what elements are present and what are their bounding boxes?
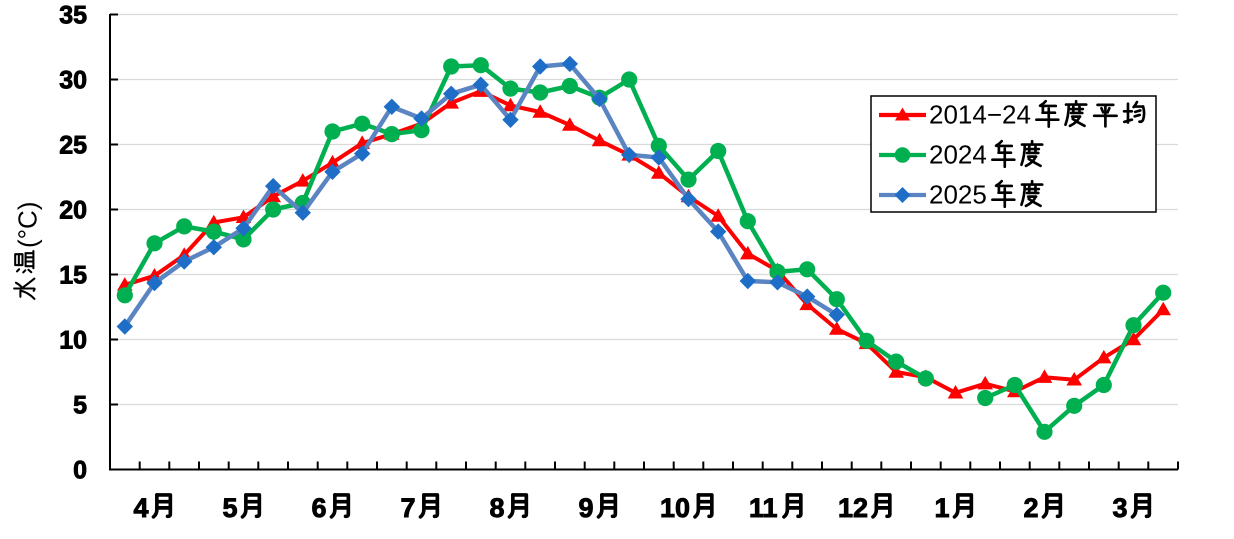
svg-text:9: 9 — [579, 493, 594, 523]
svg-text:3: 3 — [1113, 493, 1128, 523]
svg-text:7: 7 — [401, 493, 416, 523]
svg-text:11: 11 — [749, 493, 778, 523]
svg-text:6: 6 — [312, 493, 327, 523]
svg-text:8: 8 — [490, 493, 505, 523]
svg-text:2014−24: 2014−24 — [929, 100, 1031, 130]
svg-text:12: 12 — [838, 493, 868, 523]
svg-text:5: 5 — [73, 392, 87, 420]
svg-text:15: 15 — [59, 262, 87, 290]
svg-text:20: 20 — [59, 197, 87, 225]
svg-text:2024: 2024 — [929, 140, 987, 170]
svg-text:25: 25 — [59, 132, 87, 160]
svg-text:2025: 2025 — [929, 180, 987, 210]
svg-text:10: 10 — [59, 327, 87, 355]
svg-text:4: 4 — [134, 493, 149, 523]
svg-text:35: 35 — [59, 2, 87, 30]
svg-text:(°C): (°C) — [13, 202, 43, 249]
svg-text:0: 0 — [73, 457, 87, 485]
svg-text:5: 5 — [223, 493, 238, 523]
svg-text:1: 1 — [935, 493, 950, 523]
svg-text:30: 30 — [59, 67, 87, 95]
svg-text:10: 10 — [660, 493, 690, 523]
svg-text:2: 2 — [1024, 493, 1039, 523]
